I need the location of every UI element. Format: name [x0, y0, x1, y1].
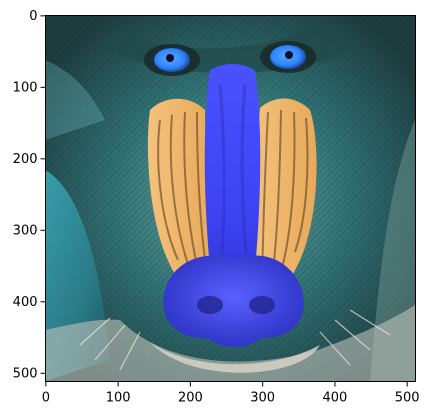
- y-tick-label-400: 400: [13, 295, 38, 310]
- y-tick-label-100: 100: [13, 80, 38, 95]
- axes-frame: [45, 15, 416, 382]
- x-tick-label-0: 0: [42, 391, 50, 406]
- nose: [163, 64, 304, 347]
- y-axis-ticks: 0 100 200 300 400 500: [13, 9, 46, 381]
- x-tick-label-200: 200: [178, 391, 203, 406]
- y-tick-label-500: 500: [13, 366, 38, 381]
- x-tick-label-300: 300: [250, 391, 275, 406]
- eye-right: [260, 41, 316, 73]
- y-tick-label-0: 0: [29, 9, 37, 24]
- beard: [45, 305, 415, 381]
- x-tick-label-100: 100: [106, 391, 131, 406]
- y-tick-label-200: 200: [13, 152, 38, 167]
- x-tick-label-500: 500: [395, 391, 420, 406]
- x-tick-label-400: 400: [323, 391, 348, 406]
- x-axis-ticks: 0 100 200 300 400 500: [42, 381, 420, 406]
- y-tick-label-300: 300: [13, 223, 38, 238]
- mandrill-image: [45, 15, 416, 382]
- eye-left: [144, 44, 200, 76]
